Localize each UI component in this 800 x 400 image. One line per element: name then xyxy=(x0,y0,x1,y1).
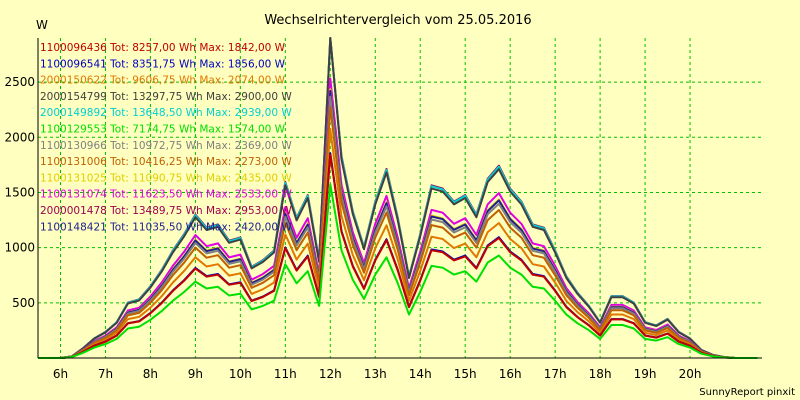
y-tick-label: 1500 xyxy=(4,185,35,199)
y-tick-label: 500 xyxy=(12,296,35,310)
legend-entry: 2000149892 Tot: 13648,50 Wh Max: 2939,00… xyxy=(40,107,292,119)
chart-title: Wechselrichtervergleich vom 25.05.2016 xyxy=(264,13,531,28)
series-lines xyxy=(38,37,758,359)
series-line xyxy=(38,128,758,359)
legend-entry: 1100096436 Tot: 8257,00 Wh Max: 1842,00 … xyxy=(40,42,286,54)
x-tick-label: 9h xyxy=(188,367,203,381)
legend-entry: 1100130966 Tot: 10972,75 Wh Max: 2369,00… xyxy=(40,140,292,152)
legend-entry: 2000150622 Tot: 9606,75 Wh Max: 2074,00 … xyxy=(40,75,286,87)
series-line xyxy=(38,37,758,359)
series-line xyxy=(38,106,758,359)
legend-entry: 2000001478 Tot: 13489,75 Wh Max: 2953,00… xyxy=(40,205,292,217)
x-tick-label: 13h xyxy=(364,367,387,381)
x-tick-label: 15h xyxy=(454,367,477,381)
x-tick-label: 14h xyxy=(409,367,432,381)
x-tick-label: 10h xyxy=(229,367,252,381)
legend: 1100096436 Tot: 8257,00 Wh Max: 1842,00 … xyxy=(40,42,292,233)
y-tick-label: 2000 xyxy=(4,130,35,144)
footer-text: SunnyReport pinxit xyxy=(699,387,795,398)
x-tick-label: 17h xyxy=(544,367,567,381)
x-tick-label: 19h xyxy=(634,367,657,381)
x-tick-label: 16h xyxy=(499,367,522,381)
legend-entry: 1100096541 Tot: 8351,75 Wh Max: 1856,00 … xyxy=(40,58,286,70)
x-tick-label: 12h xyxy=(319,367,342,381)
x-tick-label: 11h xyxy=(274,367,297,381)
y-tick-label: 2500 xyxy=(4,75,35,89)
legend-entry: 1100131074 Tot: 11623,50 Wh Max: 2533,00… xyxy=(40,189,292,201)
series-line xyxy=(38,183,758,359)
series-line xyxy=(38,153,758,359)
x-tick-label: 8h xyxy=(143,367,158,381)
legend-entry: 1100131006 Tot: 10416,25 Wh Max: 2273,00… xyxy=(40,156,292,168)
legend-entry: 1100148421 Tot: 11035,50 Wh Max: 2420,00… xyxy=(40,221,292,233)
legend-entry: 1100131025 Tot: 11090,75 Wh Max: 2435,00… xyxy=(40,172,292,184)
y-tick-label: 1000 xyxy=(4,241,35,255)
axes: 6h 7h 8h 9h 10h 11h 12h 13h 14h 15h 16h 17h 18h 19h 20… xyxy=(4,38,762,381)
x-tick-label: 7h xyxy=(98,367,113,381)
x-tick-label: 20h xyxy=(679,367,702,381)
y-axis-label: W xyxy=(36,18,48,32)
x-tick-label: 6h xyxy=(53,367,68,381)
legend-entry: 1100129553 Tot: 7174,75 Wh Max: 1574,00 … xyxy=(40,124,286,136)
legend-entry: 2000154799 Tot: 13297,75 Wh Max: 2900,00… xyxy=(40,91,292,103)
x-tick-label: 18h xyxy=(589,367,612,381)
